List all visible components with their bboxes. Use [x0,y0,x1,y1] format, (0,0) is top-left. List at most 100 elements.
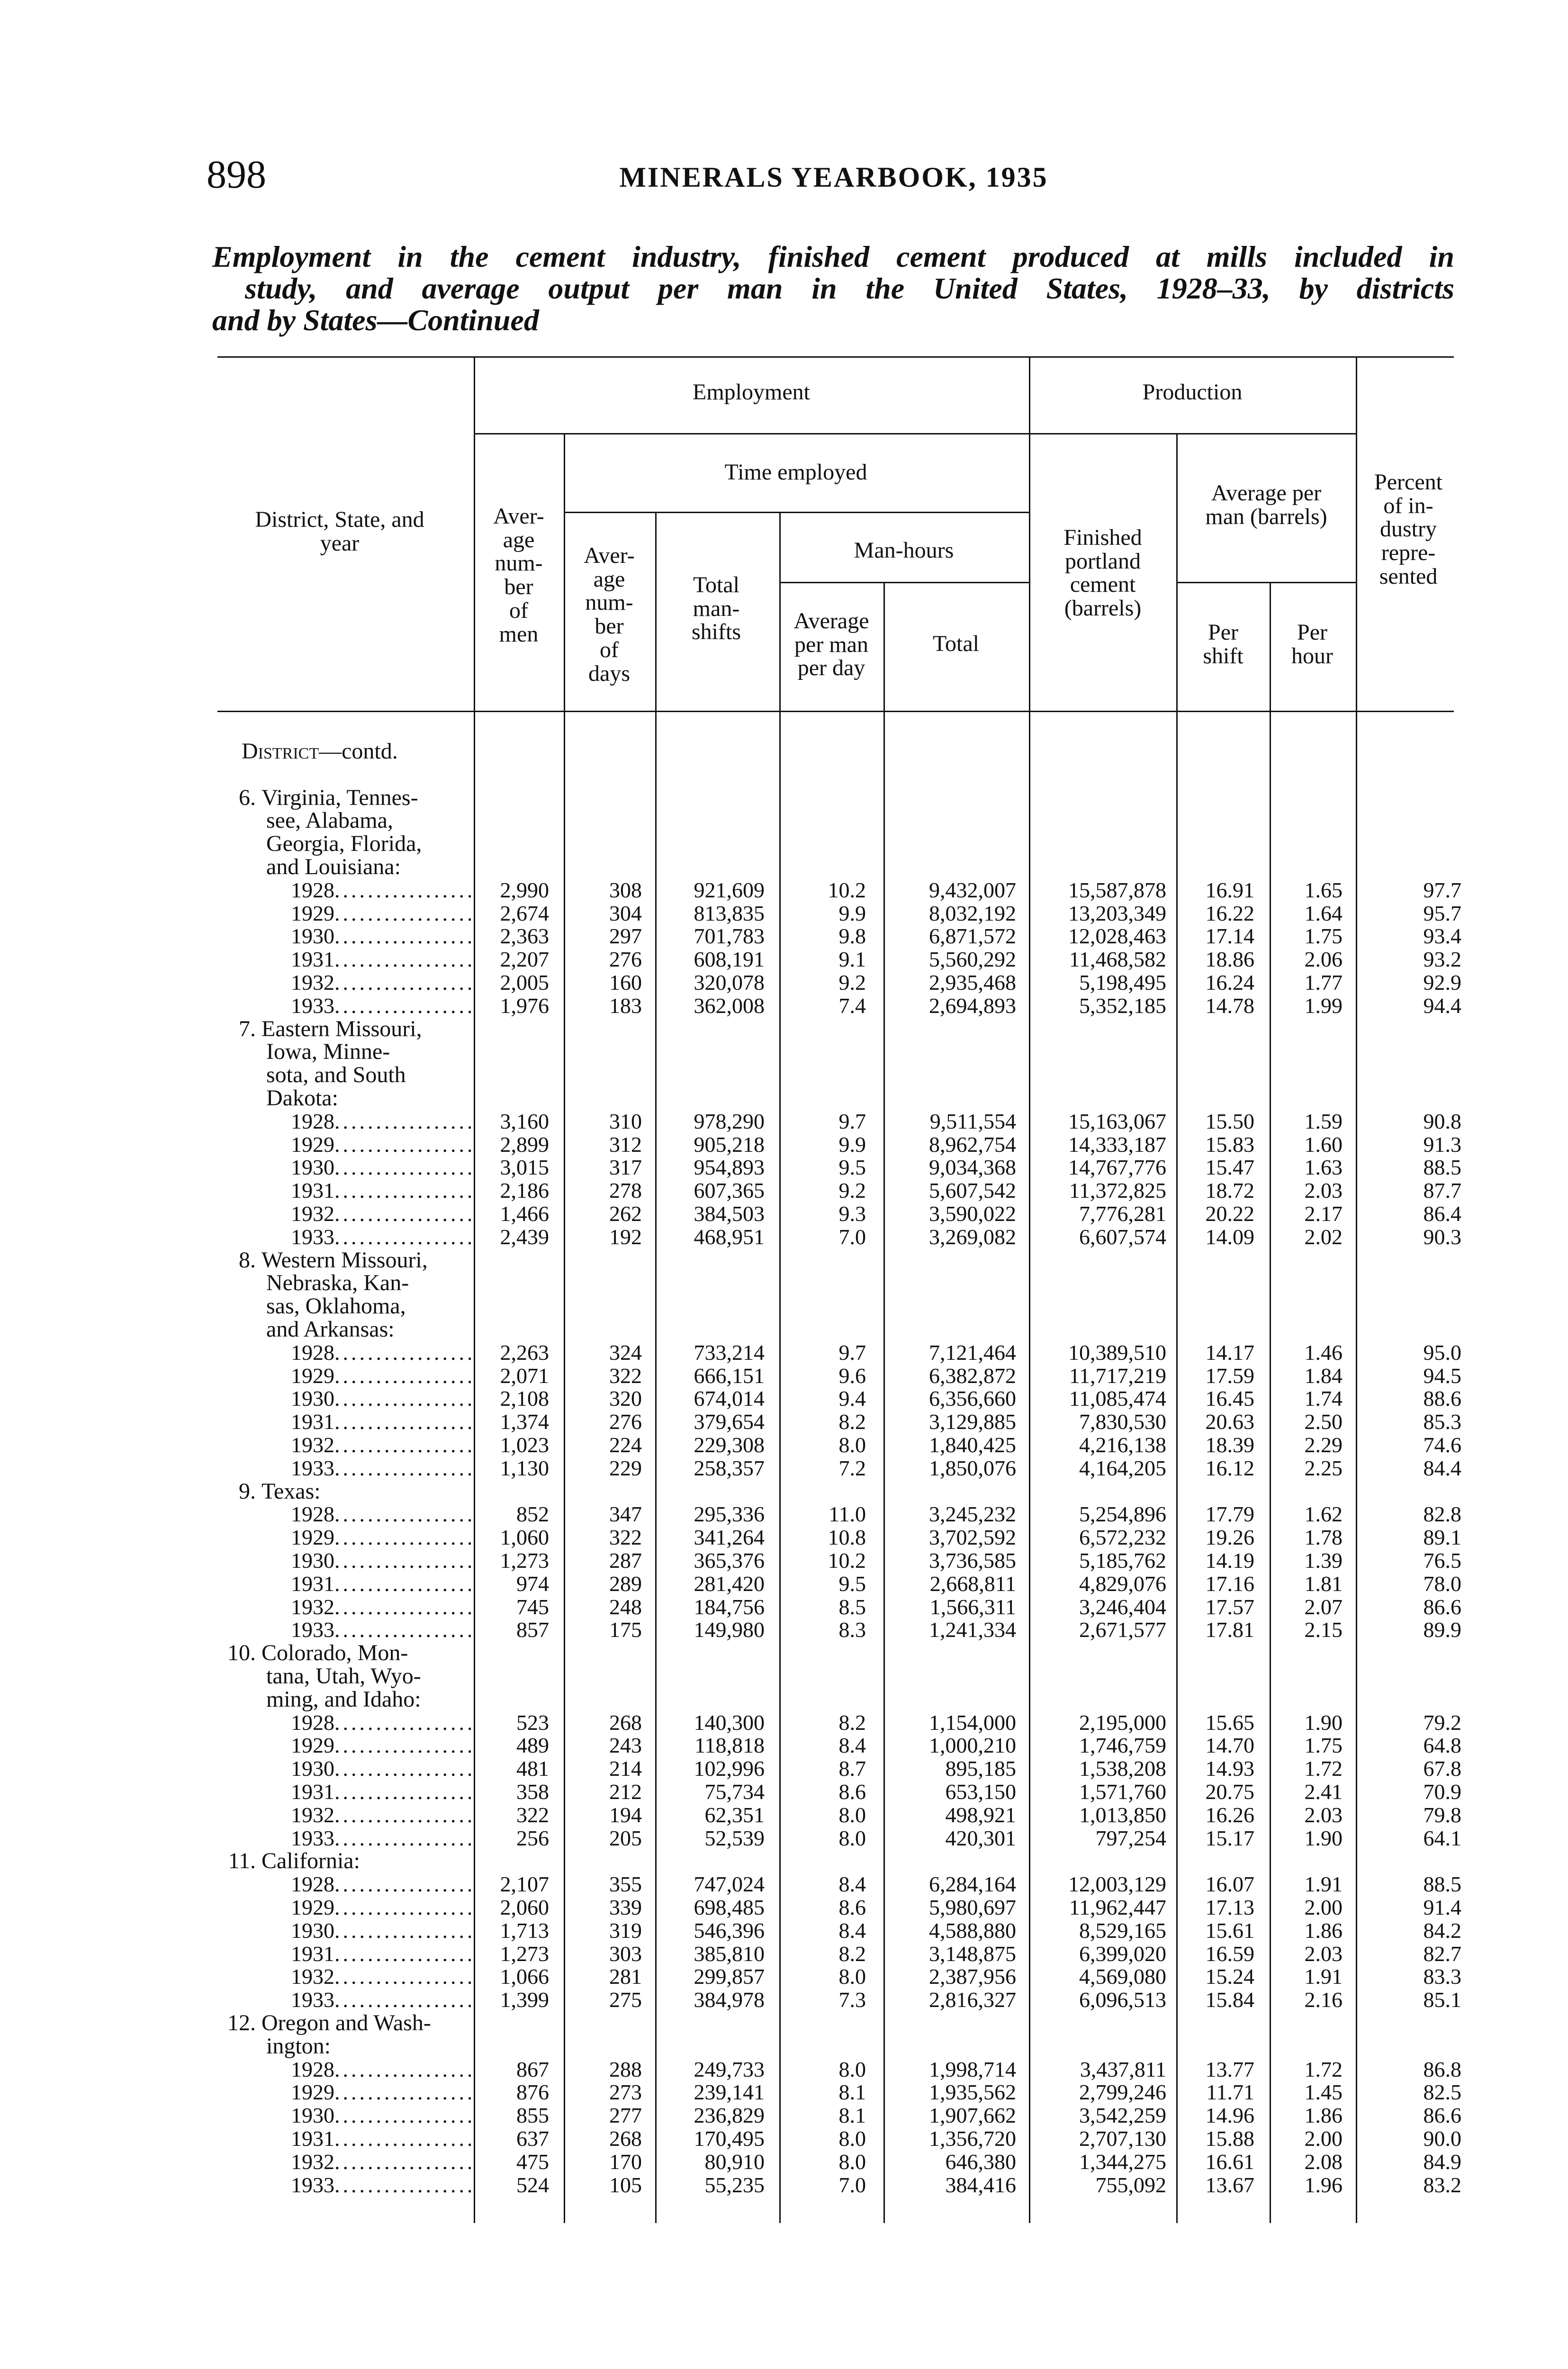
table-cell: 277 [609,2103,642,2128]
dot-leader: ........................................ [334,1826,471,1850]
year-label: 1930 [291,925,334,949]
row-year: 1929....................................… [291,1734,471,1757]
table-cell: 1,013,850 [1079,1802,1166,1827]
dot-leader: ........................................ [334,1711,471,1735]
table-cell: 733,214 [694,1340,765,1365]
dot-leader: ........................................ [334,1989,471,2012]
section-label-rest: —contd. [319,739,398,764]
table-cell: 9.8 [838,924,866,949]
section-label-smallcaps: District [242,739,319,764]
table-cell: 76.5 [1423,1548,1462,1573]
table-cell: 10.8 [828,1525,866,1550]
header-avg-men-line: ber [504,574,533,600]
man-hours-span-rule [779,582,1029,583]
dot-leader: ........................................ [334,2058,471,2081]
table-cell: 7.0 [838,2172,866,2197]
table-cell: 1.75 [1304,1733,1343,1758]
table-cell: 212 [609,1780,642,1804]
page-number: 898 [207,153,266,197]
year-label: 1930 [291,1156,334,1180]
table-cell: 64.8 [1423,1733,1462,1758]
year-label: 1932 [291,971,334,995]
table-cell: 489 [516,1733,549,1758]
table-cell: 4,164,205 [1079,1456,1166,1480]
table-cell: 653,150 [945,1780,1017,1804]
dot-leader: ........................................ [334,2081,471,2105]
table-cell: 8.0 [838,1826,866,1850]
table-cell: 2,195,000 [1079,1710,1166,1735]
row-year: 1928....................................… [291,1110,471,1133]
table-cell: 8,032,192 [929,901,1016,925]
table-cell: 608,191 [694,947,765,972]
table-cell: 2.25 [1304,1456,1343,1480]
table-cell: 7.4 [838,993,866,1018]
column-divider [1270,582,1271,2223]
table-cell: 1.78 [1304,1525,1343,1550]
table-cell: 214 [609,1756,642,1781]
table-cell: 93.2 [1423,947,1462,972]
table-cell: 8.2 [838,1941,866,1966]
dot-leader: ........................................ [334,1411,471,1434]
table-cell: 84.4 [1423,1456,1462,1480]
district-number: 8. [239,1247,256,1273]
table-cell: 1,850,076 [929,1456,1016,1480]
table-cell: 747,024 [694,1872,765,1897]
table-cell: 1.81 [1304,1571,1343,1596]
table-cell: 607,365 [694,1178,765,1203]
header-total-man-shifts-line: shifts [691,619,741,645]
table-cell: 2,990 [500,877,550,902]
year-label: 1930 [291,2104,334,2127]
table-cell: 194 [609,1802,642,1827]
table-cell: 97.7 [1423,877,1462,902]
district-name-line: sas, Oklahoma, [266,1293,406,1319]
table-cell: 347 [609,1502,642,1527]
header-avg-per-man-per-day: Average per man per day [794,609,869,680]
table-cell: 275 [609,1988,642,2012]
year-label: 1932 [291,1595,334,1619]
table-cell: 79.2 [1423,1710,1462,1735]
table-cell: 13,203,349 [1068,901,1166,925]
dot-leader: ........................................ [334,2127,471,2151]
table-cell: 3,246,404 [1079,1594,1166,1619]
row-year: 1928....................................… [291,1873,471,1896]
table-cell: 546,396 [694,1918,765,1943]
dot-leader: ........................................ [334,971,471,995]
table-cell: 2.07 [1304,1594,1343,1619]
table-caption-line-1: Employment in the cement industry, finis… [212,240,1454,273]
year-label: 1928 [291,1503,334,1527]
table-cell: 11,372,825 [1069,1178,1166,1203]
table-cell: 1,356,720 [929,2126,1016,2151]
year-label: 1933 [291,1225,334,1249]
dot-leader: ........................................ [334,1503,471,1527]
row-year: 1933....................................… [291,1989,471,2012]
table-cell: 84.2 [1423,1918,1462,1943]
header-avg-men-line: men [499,621,539,647]
dot-leader: ........................................ [334,902,471,925]
row-year: 1928....................................… [291,1503,471,1526]
table-cell: 1.91 [1304,1872,1343,1897]
year-label: 1931 [291,1572,334,1596]
table-cell: 9.2 [838,1178,866,1203]
row-year: 1933....................................… [291,2174,471,2197]
year-label: 1933 [291,1619,334,1642]
table-cell: 8,529,165 [1079,1918,1166,1943]
year-label: 1932 [291,2150,334,2174]
district-number: 9. [239,1478,256,1504]
header-per-hour-line: Per [1297,620,1327,645]
table-cell: 17.13 [1205,1895,1255,1919]
header-total-man-shifts-line: man- [693,596,740,621]
table-cell: 1,399 [500,1988,550,2012]
row-year: 1932....................................… [291,2151,471,2174]
table-cell: 14,333,187 [1068,1132,1166,1157]
table-cell: 20.63 [1205,1410,1255,1434]
dot-leader: ........................................ [334,1341,471,1365]
table-cell: 2,071 [500,1363,550,1388]
row-year: 1930....................................… [291,1919,471,1943]
avg-per-man-span-rule [1176,582,1356,583]
table-cell: 20.22 [1205,1202,1255,1226]
table-cell: 1,907,662 [929,2103,1016,2128]
row-year: 1929....................................… [291,2081,471,2104]
table-cell: 355 [609,1872,642,1897]
table-cell: 2,387,956 [929,1964,1016,1989]
table-cell: 256 [516,1826,549,1850]
